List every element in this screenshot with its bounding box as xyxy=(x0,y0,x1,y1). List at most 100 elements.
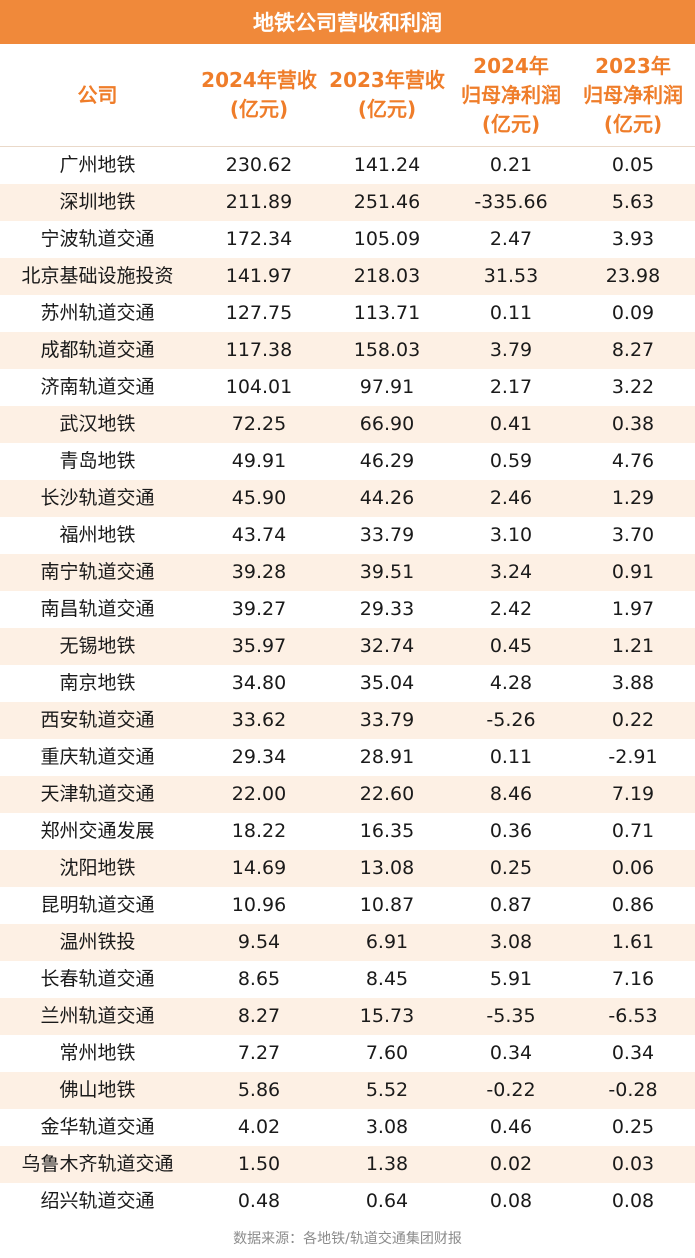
company-cell: 西安轨道交通 xyxy=(40,709,155,731)
revenue-2023-cell: 6.91 xyxy=(365,931,409,953)
table-row: 佛山地铁 5.86 5.52 -0.22 -0.28 xyxy=(0,1072,695,1109)
table-row: 广州地铁 230.62 141.24 0.21 0.05 xyxy=(0,147,695,184)
net-profit-2023-cell: 1.21 xyxy=(611,635,655,657)
header-revenue-2024-line-2: (亿元) xyxy=(229,97,289,121)
revenue-2024-cell: 211.89 xyxy=(225,191,293,213)
header-revenue-2024: 2024年营收 (亿元) xyxy=(195,44,323,146)
net-profit-2023-cell: 0.91 xyxy=(611,561,655,583)
net-profit-2024-cell: 31.53 xyxy=(483,265,539,287)
company-cell: 昆明轨道交通 xyxy=(40,894,155,916)
company-cell: 沈阳地铁 xyxy=(59,857,136,879)
revenue-2024-cell: 127.75 xyxy=(225,302,293,324)
net-profit-2023-cell: -0.28 xyxy=(608,1079,658,1101)
revenue-2023-cell: 0.64 xyxy=(365,1190,409,1212)
net-profit-2023-cell: 0.86 xyxy=(611,894,655,916)
table-row: 北京基础设施投资 141.97 218.03 31.53 23.98 xyxy=(0,258,695,295)
header-net-profit-2024-line-2: 归母净利润 xyxy=(461,82,561,107)
table-row: 苏州轨道交通 127.75 113.71 0.11 0.09 xyxy=(0,295,695,332)
revenue-2023-cell: 13.08 xyxy=(359,857,415,879)
revenue-2024-cell: 35.97 xyxy=(231,635,287,657)
revenue-2023-cell: 33.79 xyxy=(359,524,415,546)
net-profit-2024-cell: 3.08 xyxy=(489,931,533,953)
revenue-2023-cell: 7.60 xyxy=(365,1042,409,1064)
revenue-2023-cell: 5.52 xyxy=(365,1079,409,1101)
net-profit-2024-cell: 3.24 xyxy=(489,561,533,583)
net-profit-2023-cell: 0.22 xyxy=(611,709,655,731)
net-profit-2023-cell: 1.97 xyxy=(611,598,655,620)
net-profit-2024-cell: 0.34 xyxy=(489,1042,533,1064)
revenue-2023-cell: 66.90 xyxy=(359,413,415,435)
net-profit-2024-cell: 0.45 xyxy=(489,635,533,657)
net-profit-2023-cell: 3.88 xyxy=(611,672,655,694)
net-profit-2024-cell: 0.46 xyxy=(489,1116,533,1138)
company-cell: 苏州轨道交通 xyxy=(40,302,155,324)
table-row: 青岛地铁 49.91 46.29 0.59 4.76 xyxy=(0,443,695,480)
net-profit-2023-cell: 0.71 xyxy=(611,820,655,842)
table-row: 武汉地铁 72.25 66.90 0.41 0.38 xyxy=(0,406,695,443)
table-row: 南京地铁 34.80 35.04 4.28 3.88 xyxy=(0,665,695,702)
net-profit-2023-cell: -2.91 xyxy=(608,746,658,768)
revenue-2024-cell: 72.25 xyxy=(231,413,287,435)
header-net-profit-2023-line-2: 归母净利润 xyxy=(583,82,683,107)
net-profit-2024-cell: 0.21 xyxy=(489,154,533,176)
net-profit-2023-cell: 0.34 xyxy=(611,1042,655,1064)
revenue-2023-cell: 16.35 xyxy=(359,820,415,842)
table-row: 郑州交通发展 18.22 16.35 0.36 0.71 xyxy=(0,813,695,850)
revenue-2023-cell: 105.09 xyxy=(353,228,421,250)
company-cell: 常州地铁 xyxy=(59,1042,136,1064)
net-profit-2024-cell: 2.46 xyxy=(489,487,533,509)
revenue-2024-cell: 18.22 xyxy=(231,820,287,842)
table-row: 南昌轨道交通 39.27 29.33 2.42 1.97 xyxy=(0,591,695,628)
net-profit-2023-cell: 1.29 xyxy=(611,487,655,509)
net-profit-2024-cell: 0.36 xyxy=(489,820,533,842)
revenue-2024-cell: 33.62 xyxy=(231,709,287,731)
table-row: 西安轨道交通 33.62 33.79 -5.26 0.22 xyxy=(0,702,695,739)
header-net-profit-2023-line-3: (亿元) xyxy=(603,111,663,136)
company-cell: 南京地铁 xyxy=(59,672,136,694)
revenue-2023-cell: 158.03 xyxy=(353,339,421,361)
table-row: 重庆轨道交通 29.34 28.91 0.11 -2.91 xyxy=(0,739,695,776)
net-profit-2023-cell: 0.08 xyxy=(611,1190,655,1212)
revenue-2023-cell: 113.71 xyxy=(353,302,421,324)
header-revenue-2024-line-1: 2024年营收 xyxy=(201,68,317,92)
header-net-profit-2024: 2024年 归母净利润 (亿元) xyxy=(451,44,571,146)
net-profit-2023-cell: 23.98 xyxy=(605,265,661,287)
revenue-2023-cell: 251.46 xyxy=(353,191,421,213)
header-net-profit-2024-line-1: 2024年 xyxy=(473,53,549,78)
company-cell: 金华轨道交通 xyxy=(40,1116,155,1138)
revenue-2024-cell: 141.97 xyxy=(225,265,293,287)
net-profit-2024-cell: 0.59 xyxy=(489,450,533,472)
header-revenue-2023-line-2: (亿元) xyxy=(357,97,417,121)
table-header: 公司 2024年营收 (亿元) 2023年营收 (亿元) 2024年 归母净利润… xyxy=(0,44,695,147)
company-cell: 重庆轨道交通 xyxy=(40,746,155,768)
revenue-2023-cell: 28.91 xyxy=(359,746,415,768)
revenue-2023-cell: 33.79 xyxy=(359,709,415,731)
revenue-2023-cell: 10.87 xyxy=(359,894,415,916)
company-cell: 青岛地铁 xyxy=(59,450,136,472)
net-profit-2024-cell: 2.47 xyxy=(489,228,533,250)
table-row: 成都轨道交通 117.38 158.03 3.79 8.27 xyxy=(0,332,695,369)
net-profit-2023-cell: 8.27 xyxy=(611,339,655,361)
revenue-2024-cell: 39.28 xyxy=(231,561,287,583)
revenue-2024-cell: 45.90 xyxy=(231,487,287,509)
table-row: 绍兴轨道交通 0.48 0.64 0.08 0.08 xyxy=(0,1183,695,1220)
net-profit-2024-cell: 0.41 xyxy=(489,413,533,435)
net-profit-2023-cell: 0.25 xyxy=(611,1116,655,1138)
table-row: 天津轨道交通 22.00 22.60 8.46 7.19 xyxy=(0,776,695,813)
table-row: 宁波轨道交通 172.34 105.09 2.47 3.93 xyxy=(0,221,695,258)
company-cell: 北京基础设施投资 xyxy=(21,265,174,287)
table-row: 深圳地铁 211.89 251.46 -335.66 5.63 xyxy=(0,184,695,221)
header-net-profit-2023: 2023年 归母净利润 (亿元) xyxy=(571,44,695,146)
revenue-2024-cell: 29.34 xyxy=(231,746,287,768)
revenue-2023-cell: 44.26 xyxy=(359,487,415,509)
revenue-2024-cell: 10.96 xyxy=(231,894,287,916)
net-profit-2023-cell: 1.61 xyxy=(611,931,655,953)
company-cell: 济南轨道交通 xyxy=(40,376,155,398)
table-row: 金华轨道交通 4.02 3.08 0.46 0.25 xyxy=(0,1109,695,1146)
net-profit-2023-cell: 7.19 xyxy=(611,783,655,805)
revenue-2024-cell: 1.50 xyxy=(237,1153,281,1175)
table-row: 福州地铁 43.74 33.79 3.10 3.70 xyxy=(0,517,695,554)
revenue-2024-cell: 22.00 xyxy=(231,783,287,805)
company-cell: 长沙轨道交通 xyxy=(40,487,155,509)
revenue-2024-cell: 5.86 xyxy=(237,1079,281,1101)
